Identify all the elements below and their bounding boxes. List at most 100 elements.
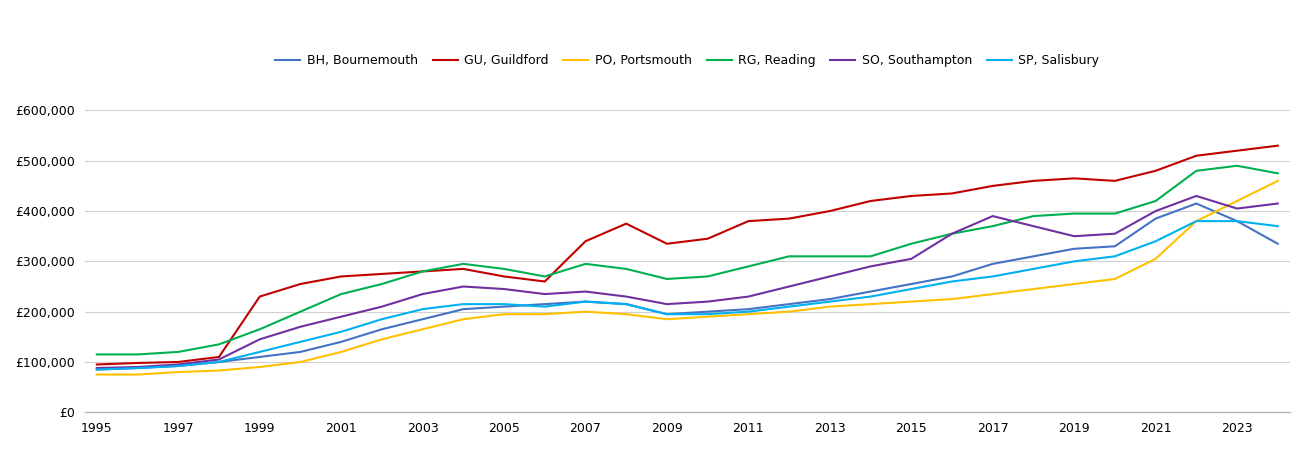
- PO, Portsmouth: [1148, 256, 1164, 261]
- SO, Southampton: [129, 364, 145, 370]
- BH, Bournemouth: [211, 359, 227, 364]
- PO, Portsmouth: [455, 316, 471, 322]
- RG, Reading: [89, 352, 104, 357]
- BH, Bournemouth: [863, 289, 878, 294]
- SO, Southampton: [1229, 206, 1245, 211]
- Line: SO, Southampton: SO, Southampton: [97, 196, 1278, 368]
- BH, Bournemouth: [945, 274, 960, 279]
- BH, Bournemouth: [171, 363, 187, 369]
- RG, Reading: [1189, 168, 1205, 174]
- BH, Bournemouth: [496, 304, 512, 309]
- PO, Portsmouth: [1229, 198, 1245, 204]
- SO, Southampton: [211, 357, 227, 362]
- SP, Salisbury: [252, 349, 268, 355]
- PO, Portsmouth: [375, 337, 390, 342]
- BH, Bournemouth: [1026, 254, 1041, 259]
- BH, Bournemouth: [455, 306, 471, 312]
- GU, Guildford: [985, 183, 1001, 189]
- GU, Guildford: [1107, 178, 1122, 184]
- RG, Reading: [1270, 171, 1285, 176]
- SP, Salisbury: [455, 302, 471, 307]
- RG, Reading: [292, 309, 308, 315]
- BH, Bournemouth: [619, 302, 634, 307]
- PO, Portsmouth: [1189, 218, 1205, 224]
- SO, Southampton: [659, 302, 675, 307]
- PO, Portsmouth: [903, 299, 919, 304]
- PO, Portsmouth: [822, 304, 838, 309]
- SP, Salisbury: [89, 367, 104, 372]
- BH, Bournemouth: [1107, 243, 1122, 249]
- GU, Guildford: [782, 216, 797, 221]
- SO, Southampton: [1270, 201, 1285, 206]
- GU, Guildford: [496, 274, 512, 279]
- SP, Salisbury: [945, 279, 960, 284]
- PO, Portsmouth: [699, 314, 715, 319]
- GU, Guildford: [455, 266, 471, 272]
- PO, Portsmouth: [211, 368, 227, 373]
- RG, Reading: [496, 266, 512, 272]
- RG, Reading: [211, 342, 227, 347]
- PO, Portsmouth: [333, 349, 348, 355]
- SP, Salisbury: [496, 302, 512, 307]
- GU, Guildford: [822, 208, 838, 214]
- SP, Salisbury: [1107, 254, 1122, 259]
- SO, Southampton: [1107, 231, 1122, 236]
- BH, Bournemouth: [1148, 216, 1164, 221]
- SO, Southampton: [171, 362, 187, 367]
- GU, Guildford: [1189, 153, 1205, 158]
- SP, Salisbury: [1189, 218, 1205, 224]
- SP, Salisbury: [292, 339, 308, 345]
- GU, Guildford: [1270, 143, 1285, 148]
- PO, Portsmouth: [1066, 281, 1082, 287]
- PO, Portsmouth: [578, 309, 594, 315]
- RG, Reading: [699, 274, 715, 279]
- SO, Southampton: [252, 337, 268, 342]
- SO, Southampton: [578, 289, 594, 294]
- SP, Salisbury: [171, 363, 187, 369]
- SO, Southampton: [536, 291, 552, 297]
- BH, Bournemouth: [659, 311, 675, 317]
- SO, Southampton: [375, 304, 390, 309]
- GU, Guildford: [903, 193, 919, 198]
- SO, Southampton: [822, 274, 838, 279]
- PO, Portsmouth: [945, 297, 960, 302]
- SP, Salisbury: [211, 359, 227, 364]
- PO, Portsmouth: [659, 316, 675, 322]
- SP, Salisbury: [699, 311, 715, 317]
- PO, Portsmouth: [1270, 178, 1285, 184]
- PO, Portsmouth: [129, 372, 145, 377]
- SO, Southampton: [782, 284, 797, 289]
- SP, Salisbury: [863, 294, 878, 299]
- RG, Reading: [129, 352, 145, 357]
- GU, Guildford: [1066, 176, 1082, 181]
- PO, Portsmouth: [782, 309, 797, 315]
- GU, Guildford: [292, 281, 308, 287]
- RG, Reading: [375, 281, 390, 287]
- GU, Guildford: [578, 238, 594, 244]
- SO, Southampton: [699, 299, 715, 304]
- SP, Salisbury: [782, 304, 797, 309]
- SO, Southampton: [455, 284, 471, 289]
- PO, Portsmouth: [292, 359, 308, 364]
- GU, Guildford: [211, 354, 227, 360]
- BH, Bournemouth: [699, 309, 715, 315]
- PO, Portsmouth: [415, 327, 431, 332]
- SO, Southampton: [740, 294, 756, 299]
- BH, Bournemouth: [578, 299, 594, 304]
- GU, Guildford: [171, 359, 187, 364]
- RG, Reading: [455, 261, 471, 266]
- RG, Reading: [1229, 163, 1245, 168]
- PO, Portsmouth: [171, 369, 187, 375]
- RG, Reading: [171, 349, 187, 355]
- Legend: BH, Bournemouth, GU, Guildford, PO, Portsmouth, RG, Reading, SO, Southampton, SP: BH, Bournemouth, GU, Guildford, PO, Port…: [270, 49, 1104, 72]
- GU, Guildford: [619, 221, 634, 226]
- BH, Bournemouth: [415, 316, 431, 322]
- GU, Guildford: [740, 218, 756, 224]
- SP, Salisbury: [659, 311, 675, 317]
- RG, Reading: [782, 254, 797, 259]
- SO, Southampton: [619, 294, 634, 299]
- Line: SP, Salisbury: SP, Salisbury: [97, 221, 1278, 369]
- PO, Portsmouth: [619, 311, 634, 317]
- RG, Reading: [619, 266, 634, 272]
- BH, Bournemouth: [985, 261, 1001, 266]
